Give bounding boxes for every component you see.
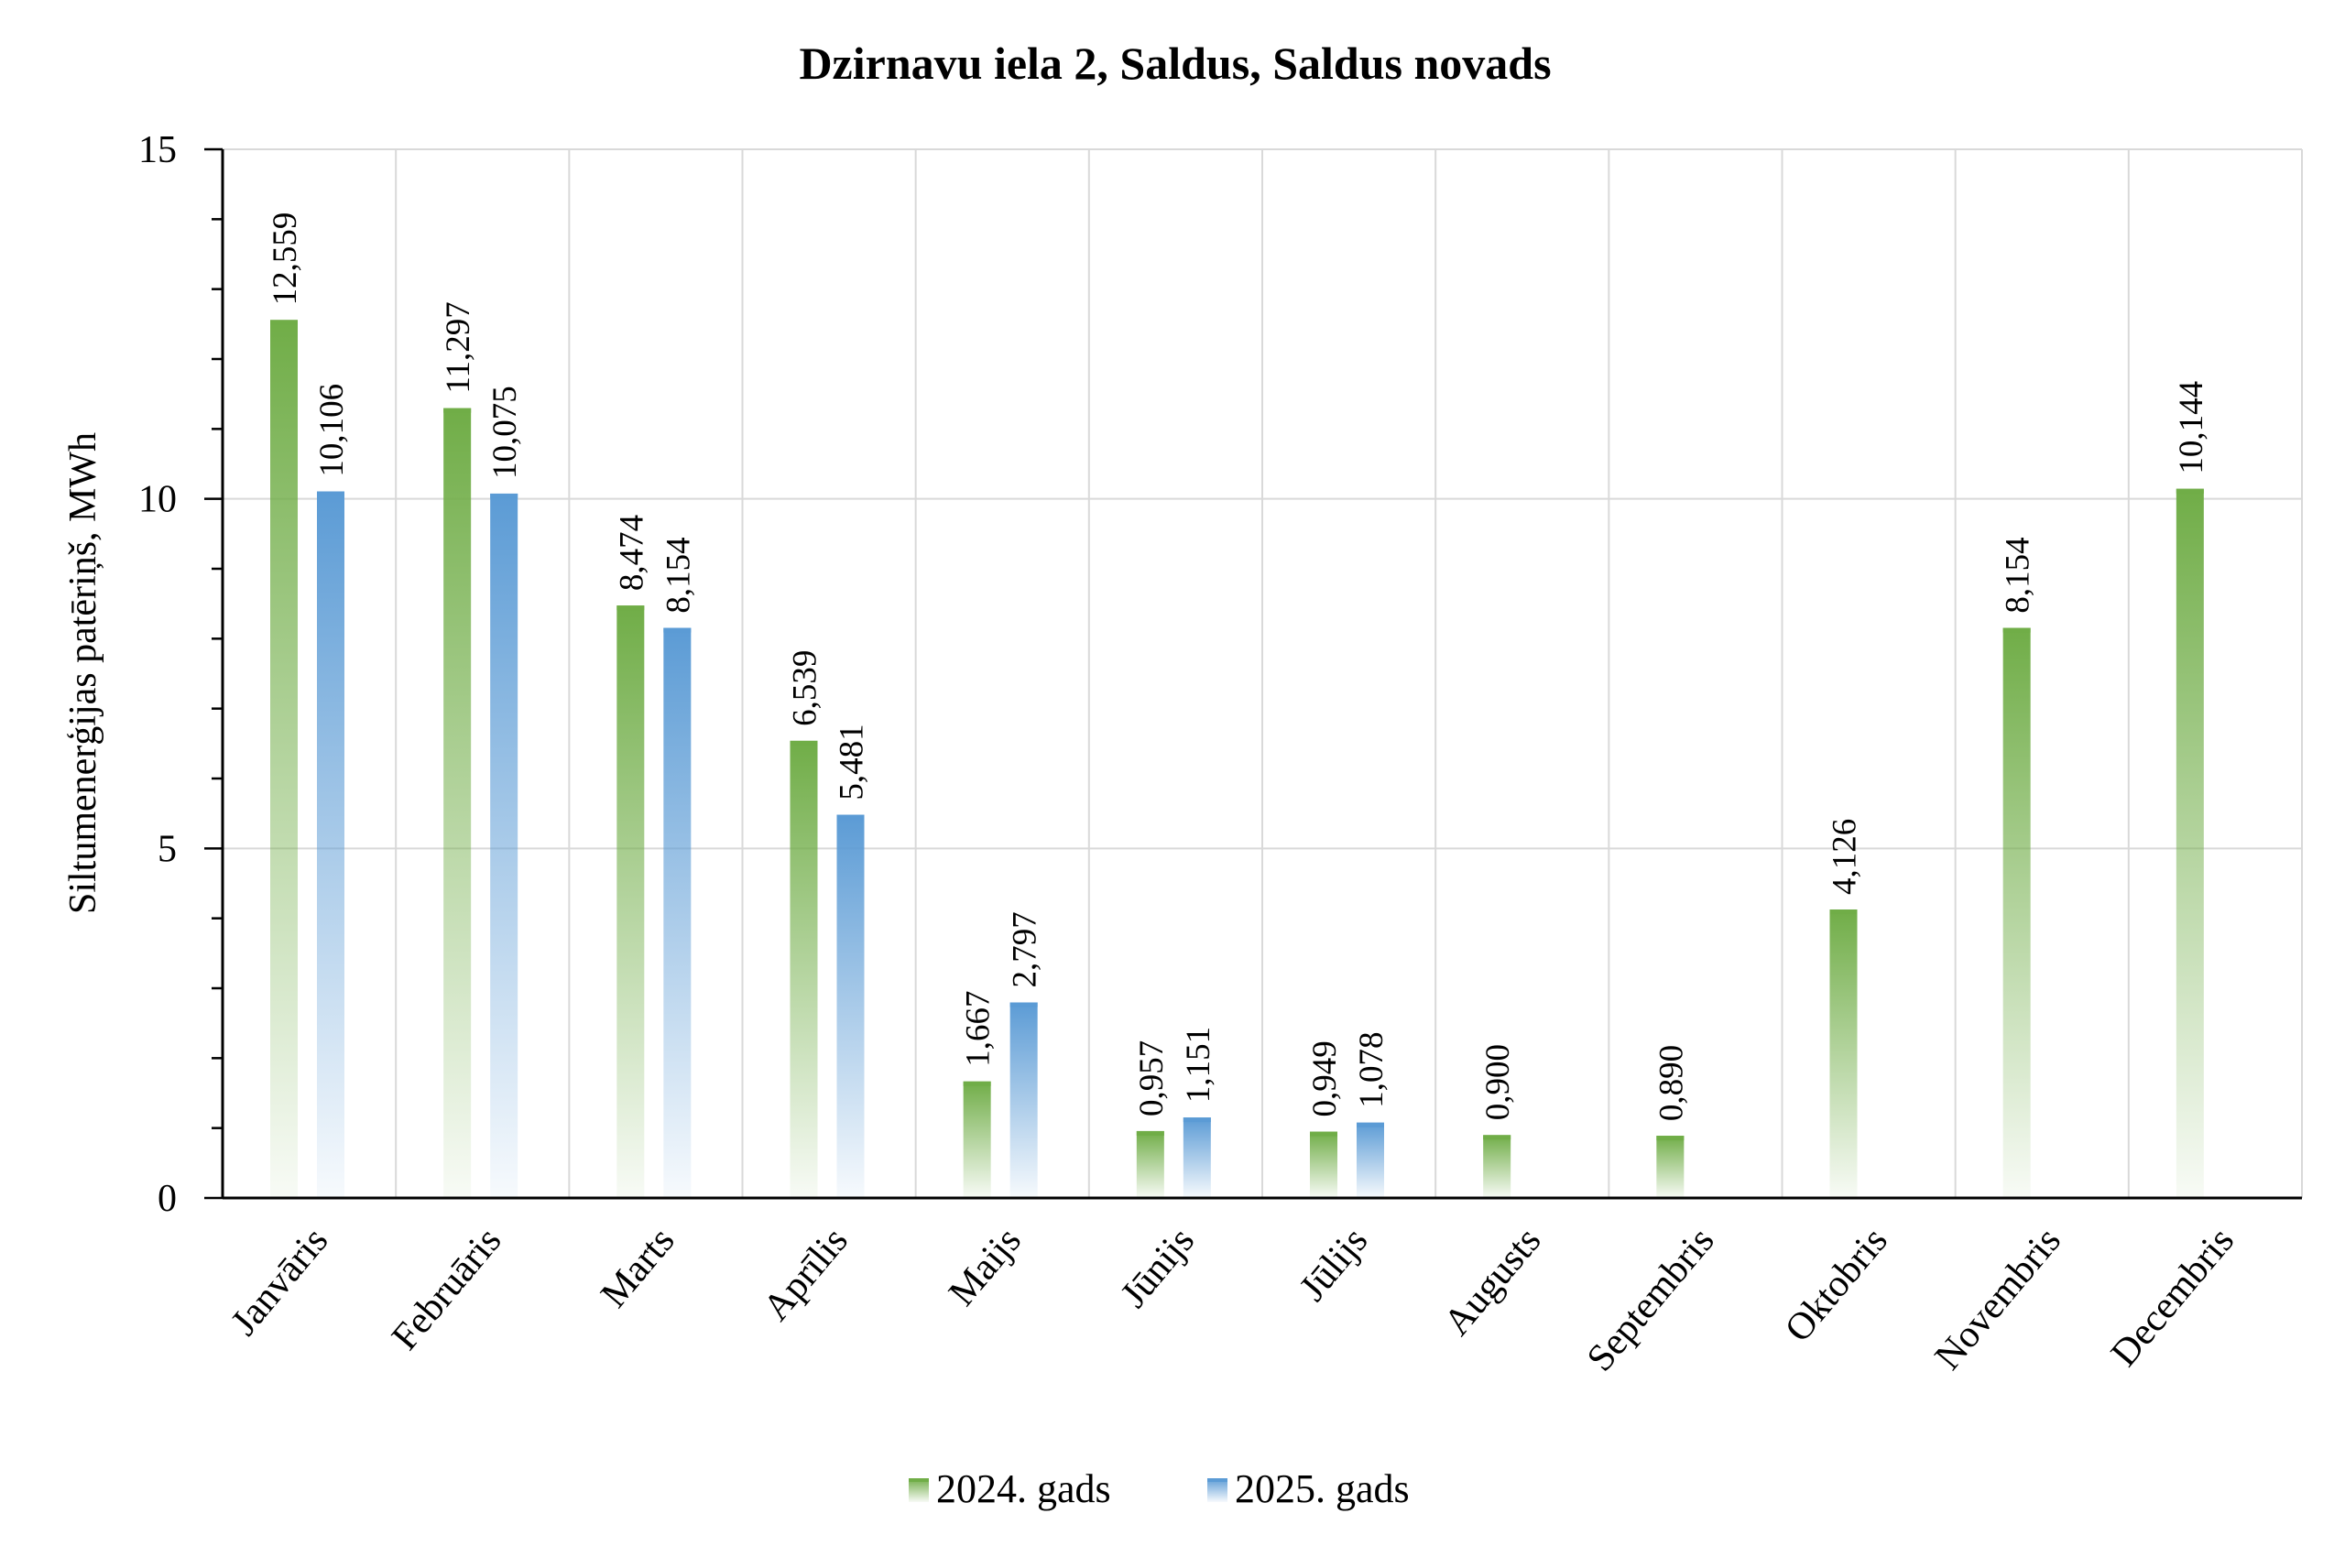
bar-top-edge bbox=[2002, 627, 2031, 633]
y-tick-label: 5 bbox=[158, 828, 177, 870]
category-label: Oktobris bbox=[1777, 1220, 1896, 1350]
data-label: 5,481 bbox=[834, 724, 871, 800]
bar bbox=[1357, 1122, 1384, 1198]
bar-top-edge bbox=[1009, 1002, 1038, 1007]
category-label: Augusts bbox=[1436, 1220, 1550, 1344]
bar-top-edge bbox=[1357, 1122, 1384, 1127]
bar-top-edge bbox=[1136, 1130, 1164, 1136]
bar bbox=[836, 814, 865, 1198]
category-label: Marts bbox=[593, 1220, 682, 1316]
data-label: 10,144 bbox=[2173, 381, 2210, 474]
data-label: 10,106 bbox=[313, 384, 351, 477]
bar bbox=[270, 320, 298, 1198]
legend-label: 2024. gads bbox=[936, 1466, 1111, 1511]
bar-top-edge bbox=[443, 408, 472, 413]
legend: 2024. gads 2025. gads bbox=[909, 1466, 1410, 1511]
data-label: 2,797 bbox=[1007, 911, 1044, 987]
bar bbox=[443, 408, 472, 1198]
bar bbox=[2002, 627, 2031, 1198]
bar bbox=[1483, 1135, 1511, 1198]
data-label: 8,154 bbox=[2000, 537, 2037, 613]
legend-label: 2025. gads bbox=[1235, 1466, 1410, 1511]
bar bbox=[1009, 1002, 1038, 1198]
legend-swatch bbox=[1207, 1478, 1227, 1502]
y-tick-label: 15 bbox=[138, 129, 177, 171]
bar-top-edge bbox=[1183, 1117, 1211, 1123]
bar-top-edge bbox=[790, 740, 818, 746]
bar bbox=[616, 605, 645, 1198]
legend-swatch bbox=[909, 1478, 929, 1502]
bar-top-edge bbox=[963, 1081, 991, 1086]
data-label: 0,900 bbox=[1479, 1044, 1517, 1120]
data-label: 8,474 bbox=[613, 515, 650, 591]
data-label: 11,297 bbox=[440, 301, 477, 393]
data-label: 10,075 bbox=[486, 386, 524, 479]
bar bbox=[963, 1081, 991, 1198]
chart-title: Dzirnavu iela 2, Saldus, Saldus novads bbox=[799, 38, 1551, 89]
y-axis-title: Siltumenerģijas patēriņš, MWh bbox=[62, 432, 104, 914]
category-label: Maijs bbox=[941, 1220, 1030, 1314]
bar-top-edge bbox=[2176, 488, 2204, 494]
data-labels: 12,559 11,297 8,474 6,539 1,667 0,957 0,949 0,9… bbox=[267, 212, 2210, 1121]
bar-top-edge bbox=[490, 493, 518, 498]
bar-top-edge bbox=[836, 814, 865, 820]
bar-top-edge bbox=[317, 491, 344, 496]
bar bbox=[790, 740, 818, 1198]
bar bbox=[1136, 1130, 1164, 1198]
category-label: Decembris bbox=[2103, 1220, 2242, 1375]
data-label: 0,957 bbox=[1133, 1040, 1171, 1116]
bar bbox=[1183, 1117, 1211, 1198]
category-label: Aprīlis bbox=[756, 1220, 856, 1329]
bars bbox=[270, 320, 2204, 1198]
category-label: Jūnijs bbox=[1113, 1220, 1203, 1316]
data-label: 4,126 bbox=[1827, 819, 1864, 895]
bar-top-edge bbox=[616, 605, 645, 611]
bar-top-edge bbox=[1483, 1135, 1511, 1140]
legend-swatch-edge bbox=[1207, 1478, 1227, 1482]
bar bbox=[663, 627, 692, 1198]
data-label: 0,949 bbox=[1306, 1040, 1344, 1116]
data-label: 8,154 bbox=[660, 537, 697, 613]
bar-top-edge bbox=[1829, 909, 1858, 915]
data-label: 6,539 bbox=[787, 650, 824, 726]
bar bbox=[1310, 1131, 1337, 1198]
y-tick-label: 0 bbox=[158, 1178, 177, 1220]
bar-top-edge bbox=[1310, 1131, 1337, 1137]
data-label: 12,559 bbox=[267, 212, 304, 306]
bar bbox=[317, 491, 344, 1198]
legend-swatch-edge bbox=[909, 1478, 929, 1482]
data-label: 0,890 bbox=[1652, 1045, 1690, 1121]
category-label: Februāris bbox=[384, 1220, 509, 1358]
category-label: Janvāris bbox=[224, 1220, 337, 1344]
bar bbox=[490, 493, 518, 1198]
grid bbox=[223, 148, 2303, 1198]
category-label: Jūlijs bbox=[1292, 1220, 1376, 1310]
bar bbox=[1829, 909, 1858, 1198]
data-label: 1,078 bbox=[1353, 1031, 1391, 1107]
bar-top-edge bbox=[270, 320, 298, 325]
y-tick-label: 10 bbox=[138, 479, 177, 521]
bar bbox=[1656, 1136, 1685, 1198]
bar-top-edge bbox=[1656, 1136, 1685, 1141]
bar bbox=[2176, 488, 2204, 1198]
data-label: 1,667 bbox=[960, 991, 998, 1067]
bar-top-edge bbox=[663, 627, 692, 633]
category-label: Septembris bbox=[1579, 1220, 1723, 1379]
category-label: Novembris bbox=[1927, 1220, 2069, 1378]
data-label: 1,151 bbox=[1180, 1027, 1217, 1103]
